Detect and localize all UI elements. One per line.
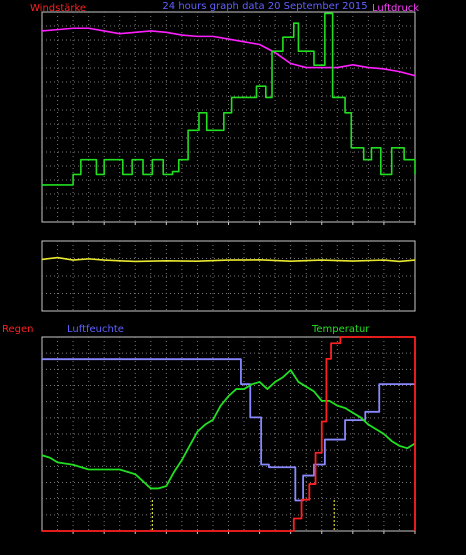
time-axis-top: [72, 222, 416, 225]
chart-title: 24 hours graph data 20 September 2015: [162, 1, 367, 12]
regen-line: [42, 336, 416, 532]
temperatur-label: Temperatur: [311, 324, 370, 335]
panel-wind-pressure-grid: [42, 12, 415, 222]
panel-wind-direction: [41, 240, 416, 312]
sun-annotations: [151, 500, 335, 531]
luftfeuchte-label: Luftfeuchte: [67, 324, 124, 335]
luftdruck-label: Luftdruck: [372, 3, 419, 14]
windrichtung-line: [41, 256, 416, 263]
panel-wind-pressure-series: [41, 12, 416, 186]
windstaerke-line: [42, 12, 416, 186]
regen-label: Regen: [2, 324, 34, 335]
temperatur-line: [41, 369, 416, 490]
panel-rain-humidity-temp-series: [41, 336, 416, 532]
panel-rain-humidity-temp-grid: [42, 337, 415, 531]
panel-wind-direction-series: [41, 256, 416, 263]
windstaerke-label: Windstärke: [30, 3, 86, 14]
luftdruck-line: [41, 27, 416, 77]
